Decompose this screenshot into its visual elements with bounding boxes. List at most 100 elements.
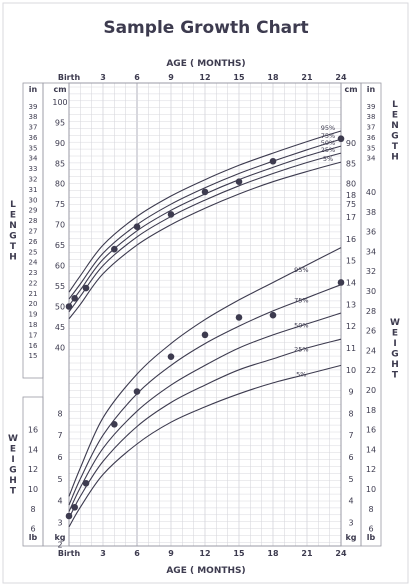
x-tick-label-bottom: 24 <box>335 549 347 558</box>
length-in-tick-right: 34 <box>367 155 376 163</box>
length-percentile-label: 75% <box>321 132 335 140</box>
weight-kg-tick: 7 <box>57 431 62 440</box>
right-in-lb-ruler <box>360 82 382 547</box>
weight-kg-tick: 3 <box>57 519 62 528</box>
x-tick-label-bottom: 6 <box>134 549 140 558</box>
x-tick-label-bottom: 18 <box>267 549 279 558</box>
length-in-tick: 37 <box>29 124 38 132</box>
unit-kg-left: kg <box>54 533 65 542</box>
length-point <box>133 223 141 231</box>
weight-lb-tick: 12 <box>28 465 38 474</box>
x-axis-title-top: AGE ( MONTHS) <box>166 59 245 69</box>
unit-cm-right: cm <box>344 85 357 94</box>
weight-kg-tick-right: 5 <box>348 475 353 484</box>
weight-percentile-label: 50% <box>294 321 308 329</box>
x-tick-label-bottom: 9 <box>168 549 174 558</box>
y-axis-title-weight-left: I <box>11 455 14 465</box>
weight-point <box>167 353 175 360</box>
weight-lb-tick-right: 10 <box>366 485 376 494</box>
x-tick-label-bottom: 12 <box>199 549 210 558</box>
length-cm-tick-right: 80 <box>346 180 356 189</box>
length-percentile-label: 95% <box>321 124 335 132</box>
unit-in-right: in <box>367 85 376 94</box>
x-tick-label-bottom: 3 <box>100 549 106 558</box>
weight-kg-tick-right: 4 <box>348 497 353 506</box>
unit-lb-left: lb <box>29 533 38 542</box>
x-tick-label-top: 18 <box>267 73 279 82</box>
y-axis-title-weight-left: G <box>9 466 16 476</box>
length-in-tick-right: 36 <box>367 134 376 142</box>
length-in-tick: 24 <box>29 259 38 267</box>
y-axis-title-length-left: G <box>9 232 16 242</box>
x-tick-label-top: Birth <box>58 73 81 82</box>
weight-kg-tick-right: 17 <box>346 213 356 222</box>
y-axis-title-length-right: N <box>391 121 399 131</box>
weight-lb-tick-right: 28 <box>366 307 376 316</box>
weight-point <box>65 512 73 520</box>
weight-lb-tick-right: 12 <box>366 465 376 474</box>
weight-kg-tick-right: 7 <box>348 431 353 440</box>
length-point <box>235 178 243 185</box>
weight-percentile-label: 25% <box>294 345 308 353</box>
length-in-tick: 26 <box>29 238 38 246</box>
y-axis-title-length-left: T <box>10 242 17 252</box>
x-tick-label-bottom: 15 <box>233 549 245 558</box>
weight-kg-tick-right: 6 <box>348 453 353 462</box>
length-point <box>82 284 90 292</box>
x-tick-label-bottom: Birth <box>58 549 81 558</box>
length-in-tick-right: 38 <box>367 113 376 121</box>
length-in-tick: 23 <box>29 269 38 277</box>
y-axis-title-length-left: N <box>9 221 17 231</box>
x-tick-label-top: 12 <box>199 73 210 82</box>
length-curve-95p <box>68 130 342 293</box>
y-axis-title-length-right: L <box>392 100 398 110</box>
length-in-tick: 25 <box>29 248 38 256</box>
length-cm-tick: 75 <box>55 200 65 209</box>
x-tick-label-top: 24 <box>335 73 347 82</box>
length-in-tick: 38 <box>29 113 38 121</box>
weight-point <box>82 479 90 487</box>
weight-lb-tick-right: 26 <box>366 327 376 336</box>
weight-lb-tick-right: 40 <box>366 188 376 197</box>
y-axis-title-length-left: L <box>10 200 16 210</box>
length-in-tick: 20 <box>29 300 38 308</box>
weight-lb-tick-right: 24 <box>366 346 376 355</box>
weight-kg-tick-right: 11 <box>346 344 356 353</box>
weight-point <box>111 421 118 428</box>
weight-lb-tick-right: 16 <box>366 426 376 435</box>
weight-lb-tick-right: 6 <box>368 525 373 534</box>
weight-curve-95p <box>68 247 342 497</box>
weight-kg-tick: 8 <box>57 409 62 418</box>
weight-kg-tick-right: 10 <box>346 366 356 375</box>
length-percentile-label: 5% <box>323 155 333 163</box>
axes <box>22 82 382 547</box>
length-cm-tick: 65 <box>55 241 65 250</box>
weight-curve-25p <box>68 338 342 519</box>
length-point <box>201 188 209 196</box>
y-axis-title-weight-right: T <box>392 371 399 381</box>
length-cm-tick: 70 <box>55 221 65 230</box>
length-cm-tick-right: 85 <box>346 159 356 168</box>
length-point <box>71 295 78 302</box>
unit-lb-right: lb <box>367 533 376 542</box>
weight-lb-tick: 6 <box>30 525 35 534</box>
length-cm-tick: 55 <box>55 282 65 291</box>
y-axis-title-length-right: T <box>392 142 399 152</box>
weight-kg-tick: 2 <box>57 540 62 549</box>
y-axis-title-length-right: G <box>391 132 398 142</box>
measurement-points <box>65 135 345 520</box>
y-axis-title-weight-right: W <box>390 318 400 328</box>
length-in-tick-right: 39 <box>367 103 376 111</box>
weight-point <box>235 314 243 321</box>
length-in-tick: 34 <box>29 155 38 163</box>
length-cm-tick: 45 <box>55 323 65 332</box>
weight-kg-tick-right: 14 <box>346 278 356 287</box>
length-cm-tick: 100 <box>52 98 67 107</box>
weight-lb-tick-right: 36 <box>366 228 376 237</box>
x-tick-label-top: 9 <box>168 73 174 82</box>
length-cm-tick: 90 <box>55 139 65 148</box>
weight-lb-tick-right: 14 <box>366 445 376 454</box>
y-axis-title-length-left: H <box>9 253 17 263</box>
